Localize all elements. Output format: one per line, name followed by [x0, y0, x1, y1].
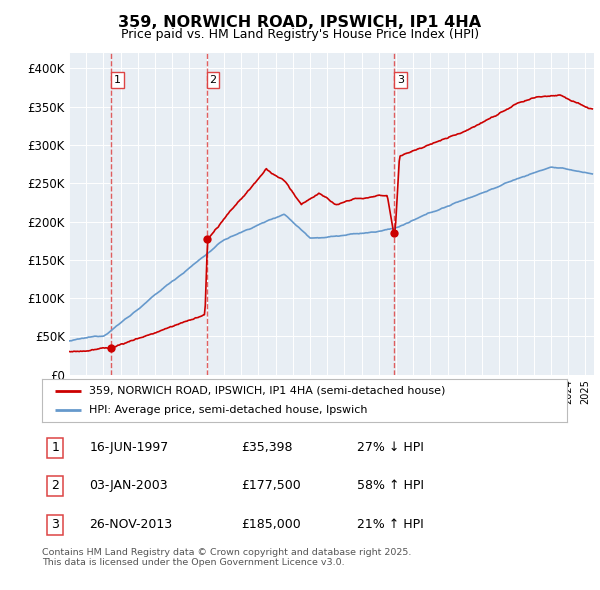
Text: 21% ↑ HPI: 21% ↑ HPI: [357, 519, 424, 532]
Text: Contains HM Land Registry data © Crown copyright and database right 2025.
This d: Contains HM Land Registry data © Crown c…: [42, 548, 412, 567]
Text: 58% ↑ HPI: 58% ↑ HPI: [357, 479, 424, 492]
Text: 03-JAN-2003: 03-JAN-2003: [89, 479, 168, 492]
Text: 2: 2: [51, 479, 59, 492]
Text: £35,398: £35,398: [241, 441, 293, 454]
Text: 2: 2: [209, 75, 217, 85]
Text: 1: 1: [114, 75, 121, 85]
Text: £177,500: £177,500: [241, 479, 301, 492]
Text: 1: 1: [51, 441, 59, 454]
Text: Price paid vs. HM Land Registry's House Price Index (HPI): Price paid vs. HM Land Registry's House …: [121, 28, 479, 41]
Text: £185,000: £185,000: [241, 519, 301, 532]
Text: HPI: Average price, semi-detached house, Ipswich: HPI: Average price, semi-detached house,…: [89, 405, 368, 415]
Text: 26-NOV-2013: 26-NOV-2013: [89, 519, 172, 532]
Text: 359, NORWICH ROAD, IPSWICH, IP1 4HA: 359, NORWICH ROAD, IPSWICH, IP1 4HA: [118, 15, 482, 30]
Text: 3: 3: [51, 519, 59, 532]
Text: 3: 3: [397, 75, 404, 85]
Text: 27% ↓ HPI: 27% ↓ HPI: [357, 441, 424, 454]
Text: 16-JUN-1997: 16-JUN-1997: [89, 441, 169, 454]
Text: 359, NORWICH ROAD, IPSWICH, IP1 4HA (semi-detached house): 359, NORWICH ROAD, IPSWICH, IP1 4HA (sem…: [89, 386, 446, 396]
